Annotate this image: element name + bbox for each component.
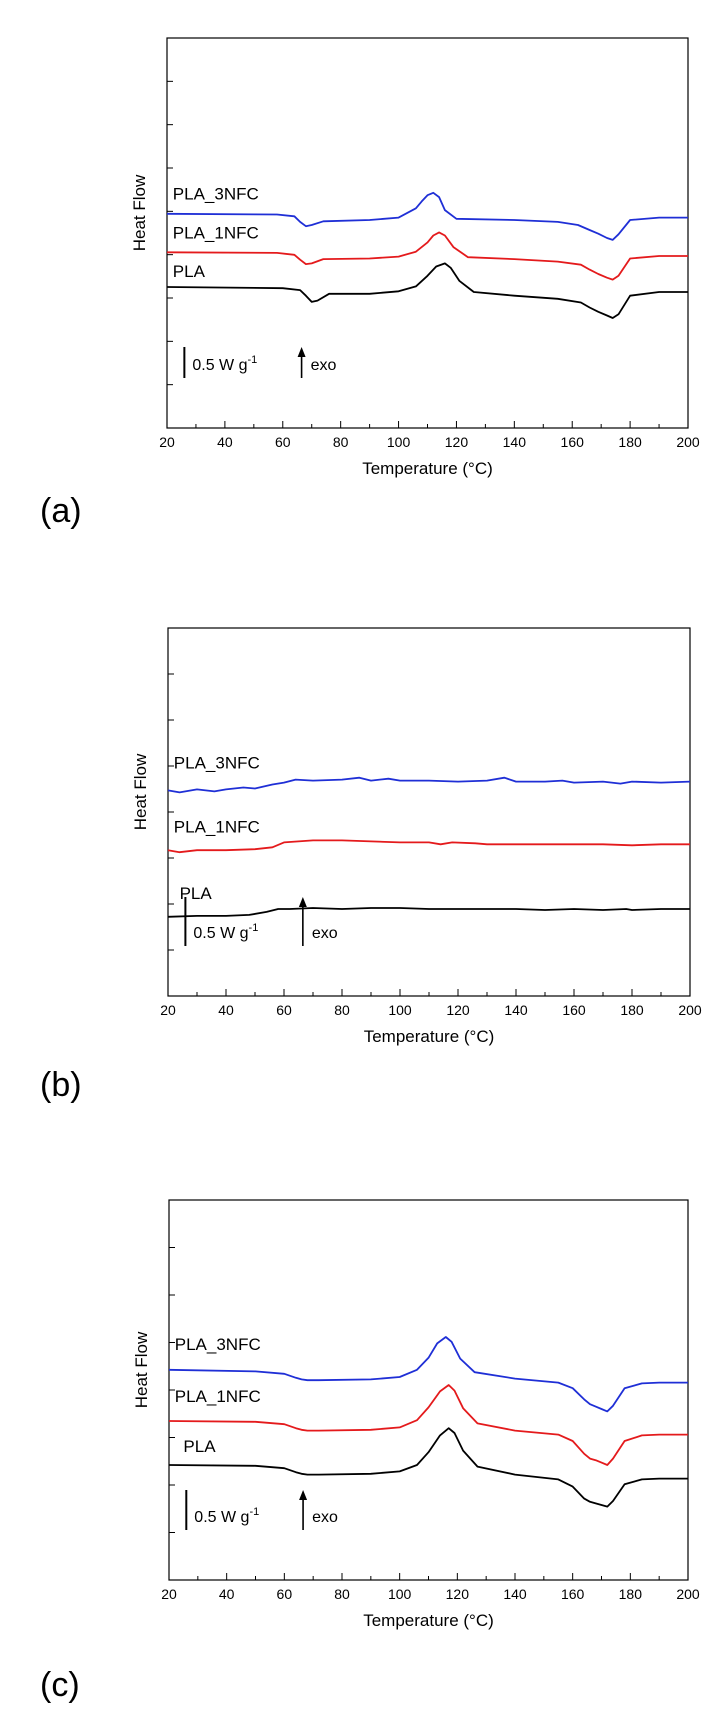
x-tick-label: 180 [620, 1002, 644, 1018]
x-tick-label: 160 [561, 434, 585, 450]
chart-svg-c: 20 40 60 80 100 120 140 160 180 200 Temperature (°… [132, 1199, 700, 1630]
chart-panel-c: 20 40 60 80 100 120 140 160 180 200 Temperature (°… [0, 1160, 716, 1732]
x-tick-label: 40 [217, 434, 233, 450]
series-line-pla [166, 262, 688, 319]
y-axis-title: Heat Flow [131, 753, 150, 830]
series-line-pla-1nfc [167, 839, 690, 854]
x-tick-label: 20 [161, 1586, 177, 1602]
x-tick-label: 100 [387, 434, 411, 450]
chart-svg-a: 20 40 60 80 100 120 140 160 180 200 Temperature (°… [130, 37, 700, 478]
chart-panel-b: 20 40 60 80 100 120 140 160 180 200 Temperature (°… [0, 580, 716, 1160]
chart-svg-b: 20 40 60 80 100 120 140 160 180 200 Temperature (°… [131, 627, 702, 1046]
exo-label: exo [311, 357, 337, 374]
x-tick-label: 20 [159, 434, 175, 450]
x-axis-title: Temperature (°C) [364, 1027, 495, 1046]
x-tick-label: 80 [333, 434, 349, 450]
series-line-pla [167, 907, 690, 918]
exo-label: exo [312, 1509, 338, 1526]
x-tick-label: 160 [562, 1002, 586, 1018]
scale-bar-unit-superscript: -1 [249, 922, 259, 934]
y-axis-title: Heat Flow [132, 1331, 151, 1408]
panel-label-c: (c) [40, 1666, 80, 1704]
x-tick-label: 60 [275, 434, 291, 450]
exo-arrow-head [299, 1490, 308, 1500]
x-tick-label: 120 [445, 434, 469, 450]
scale-bar-unit-superscript: -1 [249, 1506, 259, 1518]
panel-label-b: (b) [40, 1066, 82, 1104]
scale-bar-unit-superscript: -1 [248, 354, 258, 366]
scale-bar-label: 0.5 W g-1 [193, 922, 258, 942]
series-label-pla: PLA [183, 1437, 216, 1456]
exo-arrow-head [298, 897, 307, 907]
series-line-pla-1nfc [168, 1384, 688, 1466]
x-tick-label: 80 [334, 1586, 350, 1602]
x-tick-label: 200 [676, 434, 700, 450]
y-axis-title: Heat Flow [130, 174, 149, 251]
x-tick-label: 200 [676, 1586, 700, 1602]
x-tick-label: 180 [618, 434, 642, 450]
panel-label-a: (a) [40, 492, 82, 530]
exo-arrow-head [297, 347, 306, 357]
x-tick-label: 140 [503, 434, 527, 450]
series-line-pla [168, 1427, 688, 1508]
x-tick-label: 40 [219, 1586, 235, 1602]
series-label-pla-3nfc: PLA_3NFC [175, 1335, 261, 1354]
scale-bar-label: 0.5 W g-1 [194, 1506, 259, 1526]
scale-bar-label: 0.5 W g-1 [192, 354, 257, 374]
x-tick-label: 200 [678, 1002, 702, 1018]
x-tick-label: 60 [277, 1586, 293, 1602]
x-axis-title: Temperature (°C) [363, 1611, 494, 1630]
x-tick-label: 60 [276, 1002, 292, 1018]
x-tick-label: 100 [388, 1586, 412, 1602]
x-tick-label: 20 [160, 1002, 176, 1018]
series-line-pla-1nfc [166, 231, 688, 281]
x-tick-label: 120 [446, 1586, 470, 1602]
series-line-pla-3nfc [166, 191, 688, 241]
series-label-pla-3nfc: PLA_3NFC [173, 185, 259, 204]
series-line-pla-3nfc [168, 1336, 688, 1413]
series-label-pla: PLA [173, 262, 206, 281]
x-tick-label: 160 [561, 1586, 585, 1602]
x-tick-label: 140 [504, 1002, 528, 1018]
series-label-pla-1nfc: PLA_1NFC [175, 1387, 261, 1406]
series-line-pla-3nfc [167, 776, 691, 794]
series-label-pla-1nfc: PLA_1NFC [173, 224, 259, 243]
x-tick-label: 120 [446, 1002, 470, 1018]
series-label-pla-3nfc: PLA_3NFC [174, 754, 260, 773]
series-label-pla-1nfc: PLA_1NFC [174, 817, 260, 836]
x-tick-label: 100 [388, 1002, 412, 1018]
x-tick-label: 80 [334, 1002, 350, 1018]
x-tick-label: 140 [503, 1586, 527, 1602]
x-tick-label: 180 [619, 1586, 643, 1602]
chart-panel-a: 20 40 60 80 100 120 140 160 180 200 Temperature (°… [0, 0, 716, 560]
x-axis-title: Temperature (°C) [362, 459, 493, 478]
exo-label: exo [312, 925, 338, 942]
x-tick-label: 40 [218, 1002, 234, 1018]
series-label-pla: PLA [180, 884, 213, 903]
